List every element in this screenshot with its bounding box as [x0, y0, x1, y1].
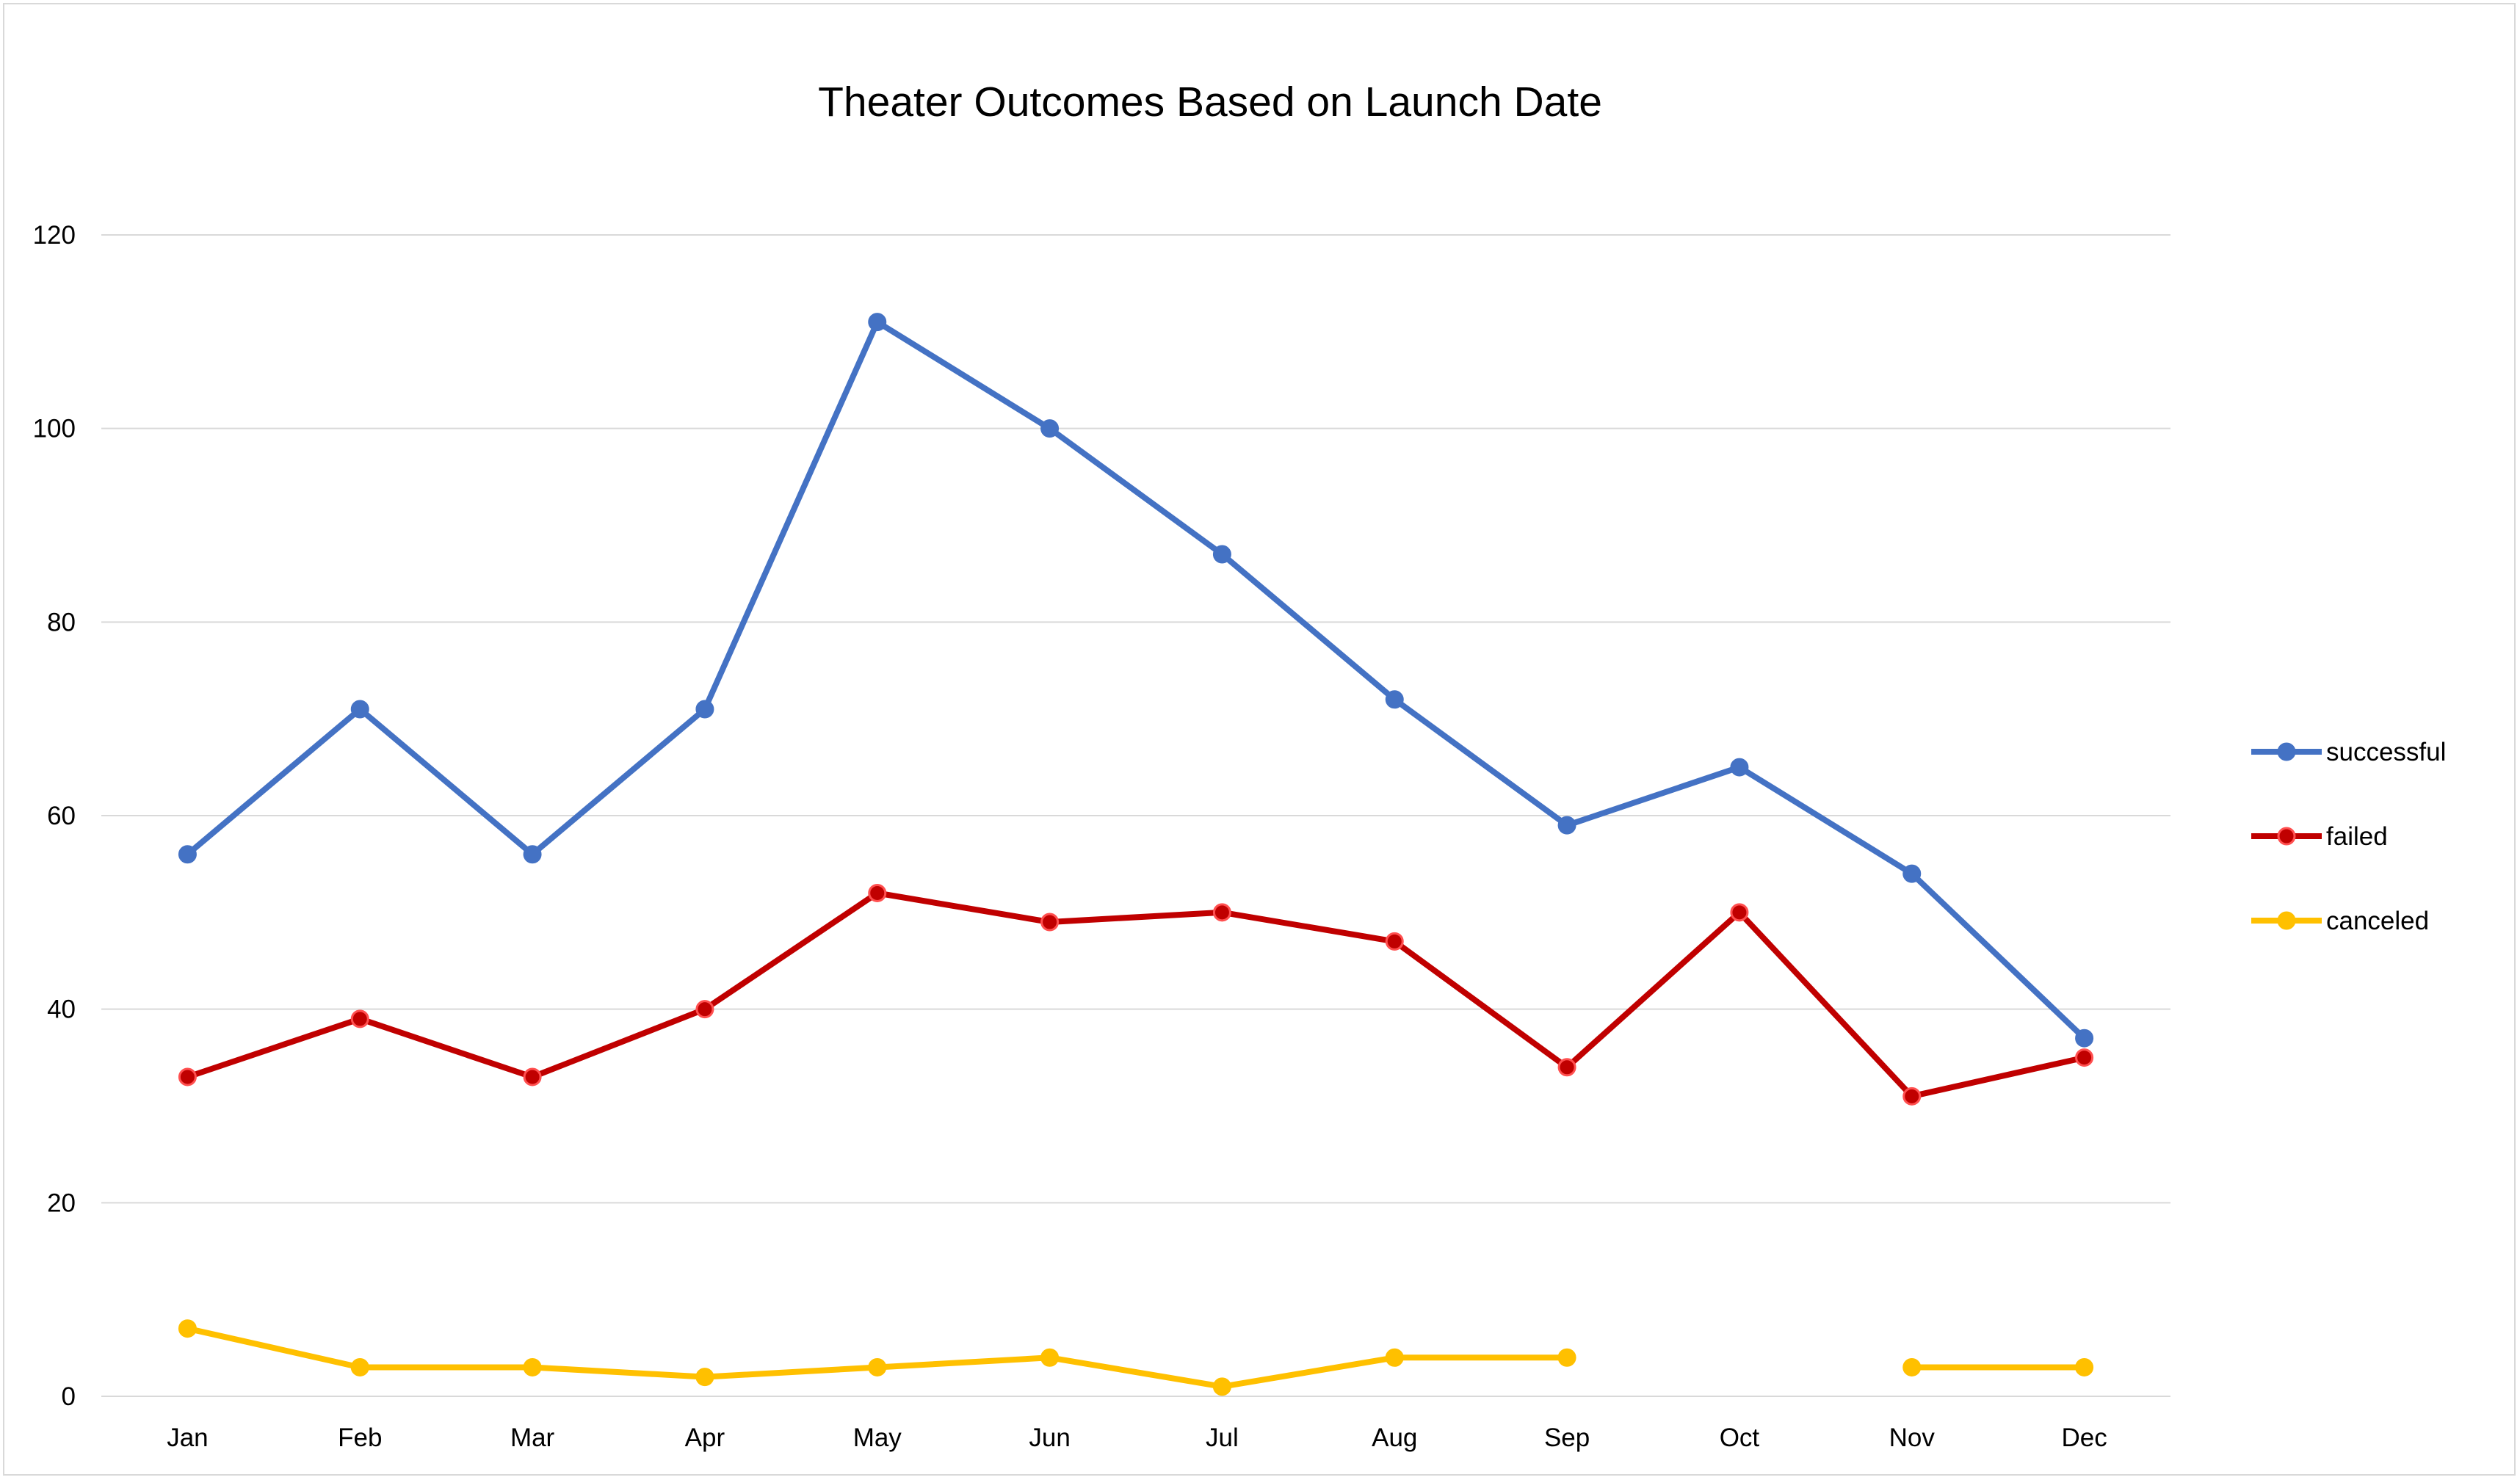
series-line-successful — [184, 319, 2088, 1042]
legend-label: canceled — [2326, 907, 2429, 935]
y-axis-tick-labels: 0 20 40 60 80 100 120 — [33, 221, 76, 1411]
data-point-failed — [1902, 1087, 1922, 1106]
legend: successful failed canceled — [2251, 738, 2446, 935]
x-tick-label: Mar — [510, 1423, 555, 1452]
data-point-successful — [1730, 758, 1749, 777]
legend-item-canceled: canceled — [2251, 907, 2429, 935]
data-point-canceled — [1212, 1377, 1231, 1396]
chart-frame: Theater Outcomes Based on Launch Date 0 2… — [3, 3, 2516, 1476]
legend-label: failed — [2326, 822, 2388, 851]
series-failed — [178, 883, 2094, 1106]
data-point-canceled — [2075, 1357, 2094, 1376]
x-tick-label: Jan — [167, 1423, 208, 1452]
x-tick-label: Jul — [1206, 1423, 1239, 1452]
legend-label: successful — [2326, 738, 2446, 766]
legend-marker — [2277, 742, 2296, 761]
data-point-successful — [1212, 545, 1231, 564]
data-point-canceled — [1557, 1348, 1576, 1367]
x-axis-tick-labels: Jan Feb Mar Apr May Jun Jul Aug Sep Oct Nov Dec — [167, 1423, 2107, 1452]
data-point-failed — [695, 1000, 714, 1019]
data-point-successful — [695, 700, 714, 719]
data-point-failed — [1040, 913, 1060, 932]
data-point-failed — [2075, 1048, 2094, 1067]
data-point-successful — [2075, 1029, 2094, 1048]
x-tick-label: May — [853, 1423, 902, 1452]
series-line-canceled — [184, 1325, 2088, 1390]
x-tick-label: Sep — [1544, 1423, 1590, 1452]
data-point-successful — [178, 845, 197, 864]
y-tick-label: 60 — [47, 802, 76, 830]
legend-item-failed: failed — [2251, 822, 2388, 851]
data-point-canceled — [523, 1357, 542, 1376]
legend-marker — [2277, 911, 2296, 930]
y-tick-label: 100 — [33, 415, 76, 443]
x-tick-label: Jun — [1029, 1423, 1070, 1452]
data-point-canceled — [1902, 1357, 1922, 1376]
data-point-canceled — [350, 1357, 369, 1376]
y-tick-label: 20 — [47, 1189, 76, 1217]
y-tick-label: 0 — [62, 1382, 76, 1411]
data-point-failed — [1730, 903, 1749, 922]
data-point-canceled — [695, 1368, 714, 1387]
chart-title: Theater Outcomes Based on Launch Date — [818, 79, 1602, 126]
series-line-failed — [184, 890, 2088, 1100]
legend-marker — [2277, 827, 2296, 846]
y-tick-label: 40 — [47, 995, 76, 1024]
data-point-successful — [1385, 690, 1404, 709]
x-tick-label: Dec — [2061, 1423, 2107, 1452]
data-point-failed — [178, 1067, 197, 1087]
data-point-canceled — [1040, 1348, 1060, 1367]
data-point-canceled — [1385, 1348, 1404, 1367]
x-tick-label: Apr — [685, 1423, 725, 1452]
data-point-successful — [1557, 816, 1576, 835]
data-point-failed — [868, 883, 887, 902]
data-point-failed — [523, 1067, 542, 1087]
legend-item-successful: successful — [2251, 738, 2446, 766]
x-tick-label: Feb — [338, 1423, 382, 1452]
data-point-successful — [1902, 864, 1922, 883]
series-canceled — [178, 1319, 2094, 1396]
data-point-successful — [523, 845, 542, 864]
y-tick-label: 120 — [33, 221, 76, 250]
data-point-failed — [1557, 1058, 1576, 1077]
x-tick-label: Oct — [1720, 1423, 1760, 1452]
data-point-failed — [350, 1009, 369, 1029]
y-tick-label: 80 — [47, 608, 76, 636]
data-point-successful — [350, 700, 369, 719]
x-tick-label: Nov — [1889, 1423, 1936, 1452]
series-successful — [178, 313, 2094, 1048]
data-point-successful — [868, 313, 887, 332]
data-point-canceled — [868, 1357, 887, 1376]
data-point-canceled — [178, 1319, 197, 1338]
series-lines — [178, 313, 2094, 1396]
data-point-failed — [1385, 932, 1404, 951]
data-point-successful — [1040, 419, 1060, 438]
line-chart: Theater Outcomes Based on Launch Date 0 2… — [33, 79, 2447, 1452]
x-tick-label: Aug — [1372, 1423, 1417, 1452]
gridlines — [101, 234, 2170, 1397]
data-point-failed — [1212, 903, 1231, 922]
